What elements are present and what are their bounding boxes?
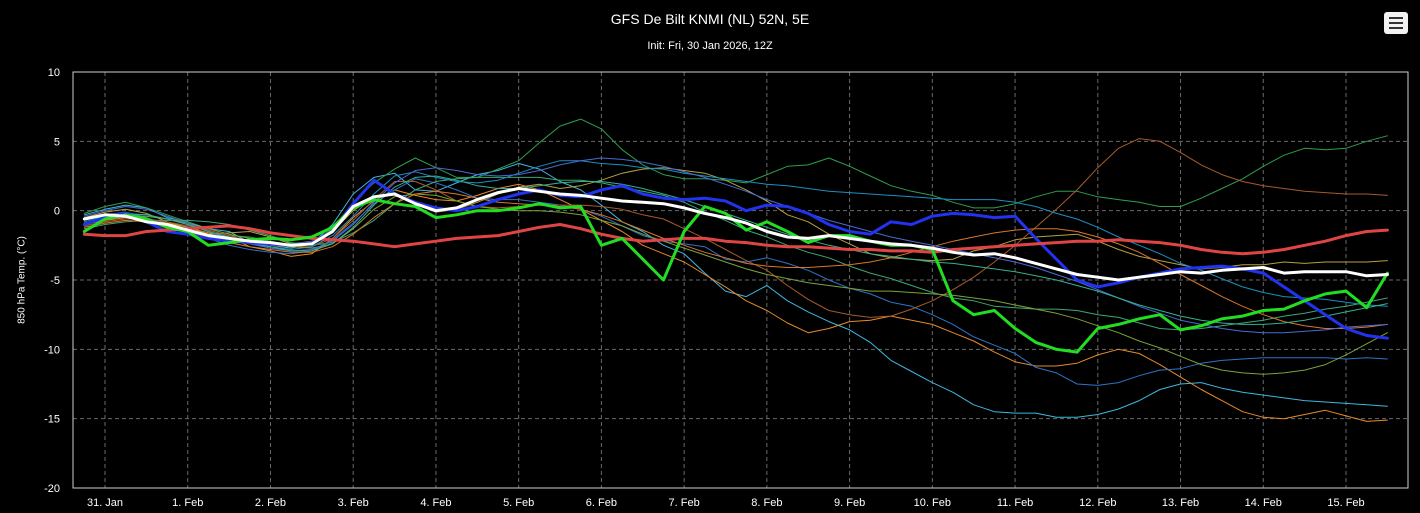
grid: [73, 72, 1408, 488]
chart-title: GFS De Bilt KNMI (NL) 52N, 5E: [610, 11, 810, 27]
y-tick-label: 0: [54, 206, 60, 218]
y-tick-label: 5: [54, 136, 60, 148]
x-tick-label: 14. Feb: [1245, 497, 1282, 509]
x-tick-label: 13. Feb: [1162, 497, 1199, 509]
x-tick-label: 10. Feb: [914, 497, 951, 509]
x-tick-label: 3. Feb: [338, 497, 369, 509]
x-tick-label: 11. Feb: [997, 497, 1034, 509]
series-line-member: [83, 193, 1388, 375]
y-tick-label: -10: [44, 344, 60, 356]
series-line-member: [83, 157, 1388, 334]
y-axis: 10 5 0 -5 -10 -15 -20: [44, 67, 60, 495]
series-line-member: [83, 183, 1388, 422]
x-tick-label: 8. Feb: [751, 497, 782, 509]
y-tick-label: 10: [48, 67, 60, 79]
series-line-mean: [82, 187, 1389, 282]
hamburger-menu-icon[interactable]: [1384, 12, 1408, 34]
x-tick-label: 31. Jan: [87, 497, 123, 509]
x-tick-label: 2. Feb: [255, 497, 286, 509]
series-line-member: [83, 175, 1388, 325]
series-line-member: [83, 160, 1388, 307]
x-axis: 31. Jan 1. Feb 2. Feb 3. Feb 4. Feb 5. Feb 6. …: [87, 497, 1365, 509]
y-tick-label: -15: [44, 414, 60, 426]
series-layer: [82, 118, 1389, 422]
x-tick-label: 15. Feb: [1327, 497, 1364, 509]
y-axis-label: 850 hPa Temp. (°C): [16, 236, 28, 324]
x-tick-label: 12. Feb: [1079, 497, 1116, 509]
x-tick-label: 4. Feb: [420, 497, 451, 509]
x-tick-label: 6. Feb: [586, 497, 617, 509]
x-tick-label: 7. Feb: [669, 497, 700, 509]
series-line-member: [83, 138, 1388, 318]
x-tick-label: 1. Feb: [172, 497, 203, 509]
plot-border: [72, 71, 1409, 489]
series-line-member: [83, 190, 1388, 329]
x-tick-label: 5. Feb: [503, 497, 534, 509]
y-tick-label: -20: [44, 483, 60, 495]
x-tick-label: 9. Feb: [834, 497, 865, 509]
y-tick-label: -5: [50, 275, 60, 287]
chart-subtitle: Init: Fri, 30 Jan 2026, 12Z: [647, 40, 773, 52]
